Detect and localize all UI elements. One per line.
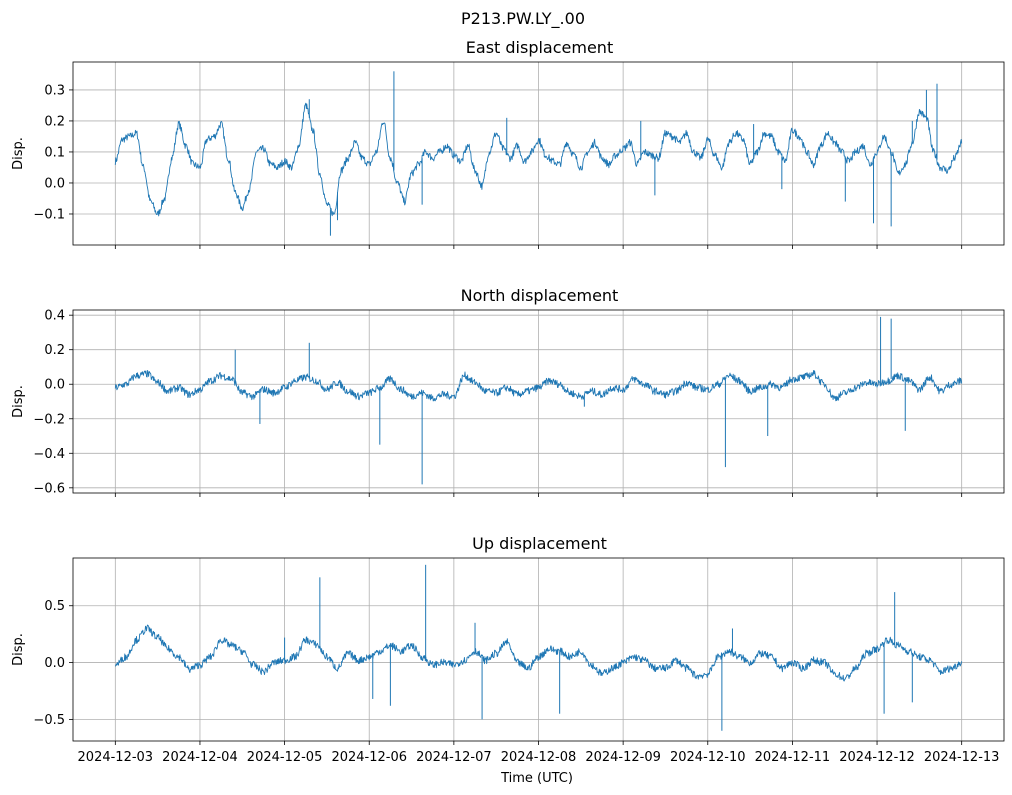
east-y-tick-label: −0.1 xyxy=(33,207,65,222)
up-y-tick-label: 0.5 xyxy=(44,599,65,614)
north-displacement-trace xyxy=(114,369,963,402)
up-x-tick-label: 2024-12-06 xyxy=(331,750,407,765)
north-y-tick-label: −0.6 xyxy=(33,481,65,496)
up-y-tick-label: −0.5 xyxy=(33,713,65,728)
up-panel-title: Up displacement xyxy=(472,534,607,553)
north-y-tick-label: 0.4 xyxy=(44,309,65,324)
east-panel: −0.1 0.0 0.1 0.2 0.3 East displacement Disp. xyxy=(11,38,1005,249)
figure-title: P213.PW.LY_.00 xyxy=(461,9,585,29)
up-y-tick-label: 0.0 xyxy=(44,656,65,671)
north-y-tick-label: 0.0 xyxy=(44,378,65,393)
north-y-tick-label: −0.4 xyxy=(33,447,65,462)
up-x-tick-label: 2024-12-09 xyxy=(585,750,661,765)
up-x-tick-label: 2024-12-08 xyxy=(501,750,577,765)
east-y-tick-label: 0.3 xyxy=(44,83,65,98)
up-axes-frame xyxy=(72,557,1005,742)
up-x-tick-label: 2024-12-12 xyxy=(839,750,915,765)
north-y-tick-label: −0.2 xyxy=(33,412,65,427)
up-panel: −0.5 0.0 0.5 2024-12-03 2024-12-04 2024-12-05… xyxy=(11,534,1005,765)
up-x-tick-label: 2024-12-11 xyxy=(755,750,831,765)
east-y-tick-label: 0.1 xyxy=(44,145,65,160)
up-displacement-trace xyxy=(114,624,963,682)
east-panel-title: East displacement xyxy=(466,38,613,57)
up-y-axis-label: Disp. xyxy=(11,633,26,666)
up-x-tick-label: 2024-12-04 xyxy=(162,750,238,765)
east-y-axis-label: Disp. xyxy=(11,137,26,170)
up-x-tick-label: 2024-12-07 xyxy=(416,750,492,765)
north-y-tick-label: 0.2 xyxy=(44,343,65,358)
north-y-axis-label: Disp. xyxy=(11,385,26,418)
up-x-tick-label: 2024-12-10 xyxy=(670,750,746,765)
east-displacement-trace xyxy=(114,102,963,217)
up-x-tick-label: 2024-12-03 xyxy=(78,750,154,765)
east-y-tick-label: 0.0 xyxy=(44,176,65,191)
east-axes-frame xyxy=(72,61,1005,246)
up-x-tick-label: 2024-12-05 xyxy=(247,750,323,765)
up-x-tick-label: 2024-12-13 xyxy=(924,750,1000,765)
east-y-tick-label: 0.2 xyxy=(44,114,65,129)
north-axes-frame xyxy=(72,309,1005,494)
x-axis-label: Time (UTC) xyxy=(500,771,573,786)
north-panel-title: North displacement xyxy=(461,286,619,305)
north-panel: −0.6 −0.4 −0.2 0.0 0.2 0.4 North displacement D… xyxy=(11,286,1005,497)
